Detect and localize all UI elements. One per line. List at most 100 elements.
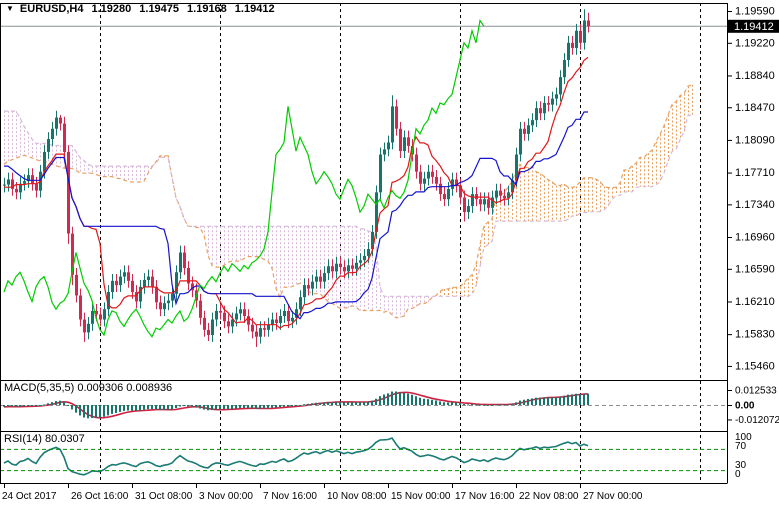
macd-histogram-bar <box>431 399 433 405</box>
grid-lines <box>100 3 701 482</box>
candle-body <box>131 280 134 293</box>
candle-body <box>15 188 18 193</box>
macd-histogram-bar <box>111 405 113 414</box>
macd-histogram-bar <box>11 405 13 407</box>
candle-body <box>151 276 154 287</box>
macd-histogram-bar <box>115 405 117 413</box>
candle-body <box>531 120 534 126</box>
macd-signal-line <box>3 391 589 419</box>
candle-body <box>27 175 30 182</box>
candle-body <box>355 262 358 269</box>
candle-body <box>143 279 146 287</box>
macd-histogram-bar <box>299 405 301 406</box>
macd-histogram-bar <box>291 405 293 407</box>
macd-histogram-bar <box>95 405 97 418</box>
candle-body <box>559 77 562 95</box>
macd-histogram-bar <box>315 402 317 405</box>
candle-body <box>95 310 98 315</box>
candle-body <box>23 181 26 184</box>
price-axis: 1.19590 1.19220 1.18840 1.18470 1.18090 1.177… <box>728 6 779 480</box>
candle-body <box>311 281 314 289</box>
macd-histogram-bar <box>267 405 269 409</box>
candle-body <box>527 125 530 134</box>
time-axis-label: 10 Nov 08:00 <box>327 491 387 502</box>
candle-body <box>263 328 266 330</box>
candle-body <box>547 102 550 105</box>
candle-body <box>375 192 378 232</box>
macd-histogram-bar <box>395 391 397 405</box>
macd-histogram-bar <box>443 402 445 405</box>
candle-body <box>507 192 510 199</box>
macd-histogram-bar <box>575 393 577 405</box>
macd-histogram-bar <box>55 401 57 405</box>
candle-body <box>179 252 182 273</box>
macd-histogram-bar <box>47 403 49 405</box>
candle-body <box>515 154 518 181</box>
candle-body <box>579 30 582 43</box>
macd-histogram-bar <box>367 401 369 405</box>
candle-body <box>471 194 474 207</box>
price-axis-label: 1.18840 <box>735 70 775 82</box>
time-axis-label: 31 Oct 08:00 <box>135 491 193 502</box>
macd-histogram-bar <box>295 405 297 406</box>
rsi-axis-label: 100 <box>735 432 752 443</box>
candle-body <box>331 266 334 272</box>
candle-body <box>187 267 190 284</box>
ohlc-high: 1.19475 <box>139 3 180 15</box>
rsi-axis-label: 30 <box>735 460 747 471</box>
candle-body <box>535 108 538 121</box>
candle-body <box>343 267 346 272</box>
candle-body <box>587 20 590 27</box>
macd-histogram-bar <box>71 405 73 410</box>
price-axis-label: 1.18090 <box>735 134 775 146</box>
candle-body <box>415 154 418 172</box>
macd-histogram-bar <box>59 400 61 405</box>
chevron-down-icon[interactable]: ▼ <box>6 3 14 13</box>
candle-body <box>211 319 214 335</box>
candle-body <box>147 276 150 280</box>
macd-histogram-bar <box>307 403 309 405</box>
macd-histogram-bar <box>507 404 509 406</box>
candle-body <box>319 276 322 282</box>
macd-histogram-bar <box>303 404 305 406</box>
candle-body <box>335 263 338 272</box>
macd-histogram-bar <box>455 402 457 405</box>
candle-body <box>447 188 450 200</box>
macd-histogram-bar <box>27 405 29 406</box>
macd-histogram-bar <box>415 396 417 405</box>
macd-histogram-bar <box>43 404 45 406</box>
candle-body <box>291 317 294 322</box>
candle-body <box>315 276 318 282</box>
candle-body <box>571 42 574 48</box>
candle-body <box>567 42 570 60</box>
symbol-period-label: EURUSD,H4 <box>19 3 84 15</box>
rsi-axis-label: 0 <box>735 469 741 480</box>
candle-body <box>91 310 94 324</box>
candle-body <box>347 265 350 272</box>
macd-histogram-bar <box>215 405 217 410</box>
candle-body <box>231 319 234 327</box>
current-price-badge <box>728 19 779 33</box>
macd-histogram-bar <box>167 405 169 410</box>
candle-body <box>227 321 230 327</box>
macd-histogram-bar <box>151 405 153 410</box>
candle-body <box>19 183 22 193</box>
candle-body <box>519 128 522 155</box>
macd-histogram-bar <box>523 399 525 405</box>
candle-body <box>323 273 326 282</box>
candle-body <box>63 123 66 152</box>
macd-histogram-bar <box>387 393 389 405</box>
macd-histogram-bar <box>19 405 21 407</box>
price-axis-label: 1.17340 <box>735 199 775 211</box>
macd-histogram-bar <box>271 405 273 408</box>
candle-body <box>275 319 278 323</box>
candle-body <box>123 272 126 277</box>
time-axis-label: 24 Oct 2017 <box>2 491 57 502</box>
macd-histogram-bar <box>403 392 405 405</box>
candle-body <box>199 300 202 318</box>
macd-histogram-bar <box>447 402 449 405</box>
candle-body <box>503 195 506 199</box>
candle-body <box>327 266 330 274</box>
